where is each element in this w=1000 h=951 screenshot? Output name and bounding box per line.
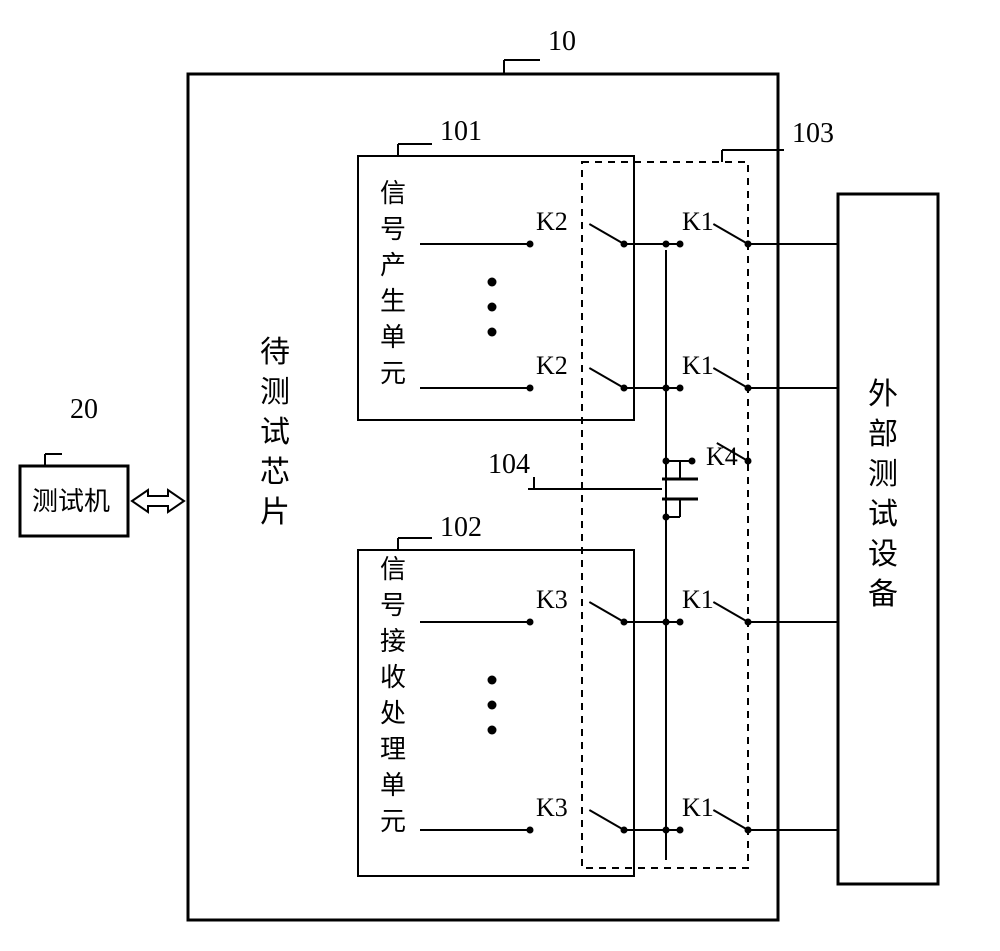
- svg-text:K3: K3: [536, 585, 568, 614]
- svg-text:K1: K1: [682, 793, 714, 822]
- svg-text:K3: K3: [536, 793, 568, 822]
- svg-text:K1: K1: [682, 207, 714, 236]
- svg-text:103: 103: [792, 118, 834, 149]
- svg-text:K1: K1: [682, 585, 714, 614]
- diagram-root: 10 待测试芯片 20 测试机 外部测试设备 101 信号产生单元 102 信号接收处理单元 10…: [0, 0, 1000, 951]
- svg-text:10: 10: [548, 26, 576, 57]
- svg-text:外部测试设备: 外部测试设备: [868, 378, 898, 611]
- svg-text:K2: K2: [536, 207, 568, 236]
- svg-text:20: 20: [70, 394, 98, 425]
- svg-text:K4: K4: [706, 442, 738, 471]
- svg-text:信号产生单元: 信号产生单元: [380, 179, 406, 388]
- svg-text:K1: K1: [682, 351, 714, 380]
- svg-text:102: 102: [440, 512, 482, 543]
- svg-text:测试机: 测试机: [32, 487, 110, 516]
- svg-text:101: 101: [440, 116, 482, 147]
- svg-text:104: 104: [488, 449, 530, 480]
- svg-text:K2: K2: [536, 351, 568, 380]
- chip-label: 待测试芯片: [260, 336, 290, 529]
- svg-text:信号接收处理单元: 信号接收处理单元: [380, 555, 406, 836]
